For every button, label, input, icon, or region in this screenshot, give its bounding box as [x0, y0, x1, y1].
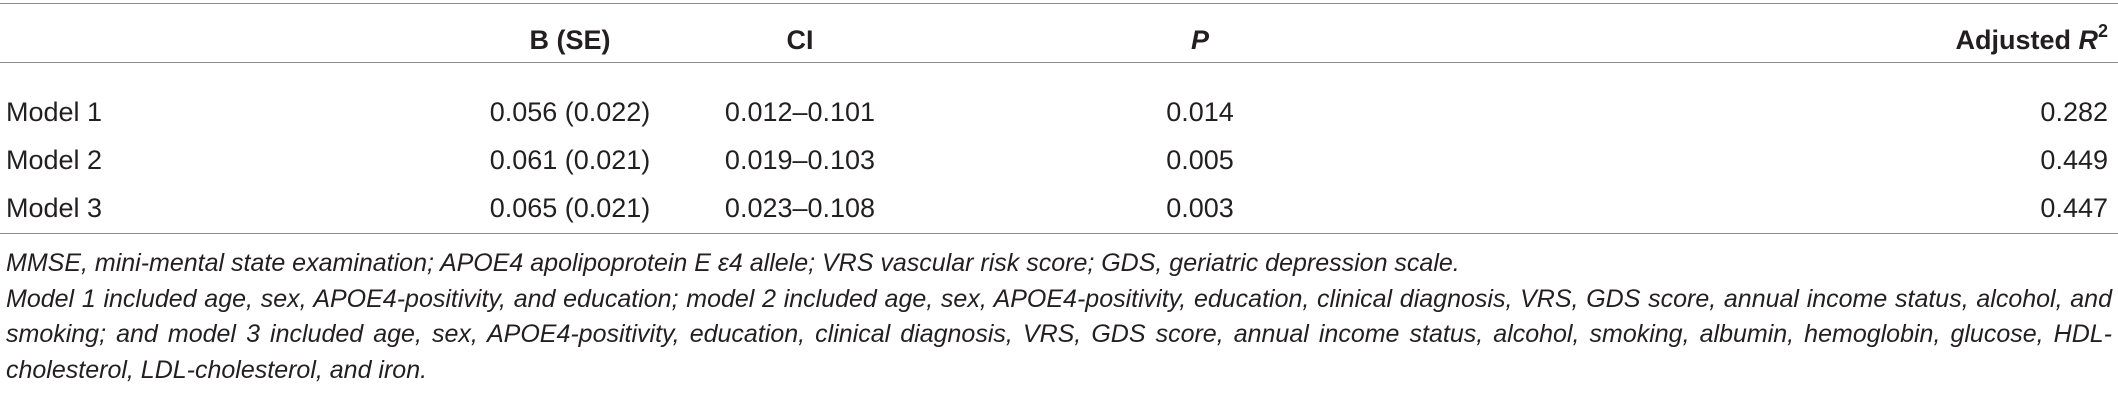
cell-b-se: 0.056 (0.022): [489, 97, 651, 127]
header-adjusted-label: Adjusted: [1955, 25, 2079, 55]
header-r-superscript: 2: [2097, 21, 2108, 41]
cell-p: 0.014: [1166, 97, 1234, 127]
cell-adjusted-r2: 0.449: [2040, 145, 2108, 175]
cell-b-se: 0.061 (0.021): [489, 145, 651, 175]
cell-b-se: 0.065 (0.021): [489, 193, 651, 223]
header-p: P: [1190, 25, 1209, 55]
row-label: Model 1: [6, 97, 103, 127]
row-label: Model 2: [6, 145, 103, 175]
table-top-rule: [0, 3, 2118, 4]
header-b-se: B (SE): [529, 25, 611, 55]
cell-ci: 0.019–0.103: [724, 145, 876, 175]
cell-ci: 0.023–0.108: [724, 193, 876, 223]
cell-adjusted-r2: 0.447: [2040, 193, 2108, 223]
footnote-abbreviations: MMSE, mini-mental state examination; APO…: [6, 249, 1460, 277]
cell-ci: 0.012–0.101: [724, 97, 876, 127]
table-bottom-rule: [0, 233, 2118, 234]
row-label: Model 3: [6, 193, 103, 223]
header-adjusted-r2: Adjusted R2: [1955, 21, 2108, 56]
header-ci: CI: [786, 25, 814, 55]
cell-adjusted-r2: 0.282: [2040, 97, 2108, 127]
table-header-rule: [0, 62, 2118, 63]
footnote-models: Model 1 included age, sex, APOE4-positiv…: [6, 284, 2112, 384]
table-footnotes: MMSE, mini-mental state examination; APO…: [6, 246, 2112, 388]
cell-p: 0.003: [1166, 193, 1234, 223]
header-r-symbol: R: [2078, 25, 2098, 55]
cell-p: 0.005: [1166, 145, 1234, 175]
